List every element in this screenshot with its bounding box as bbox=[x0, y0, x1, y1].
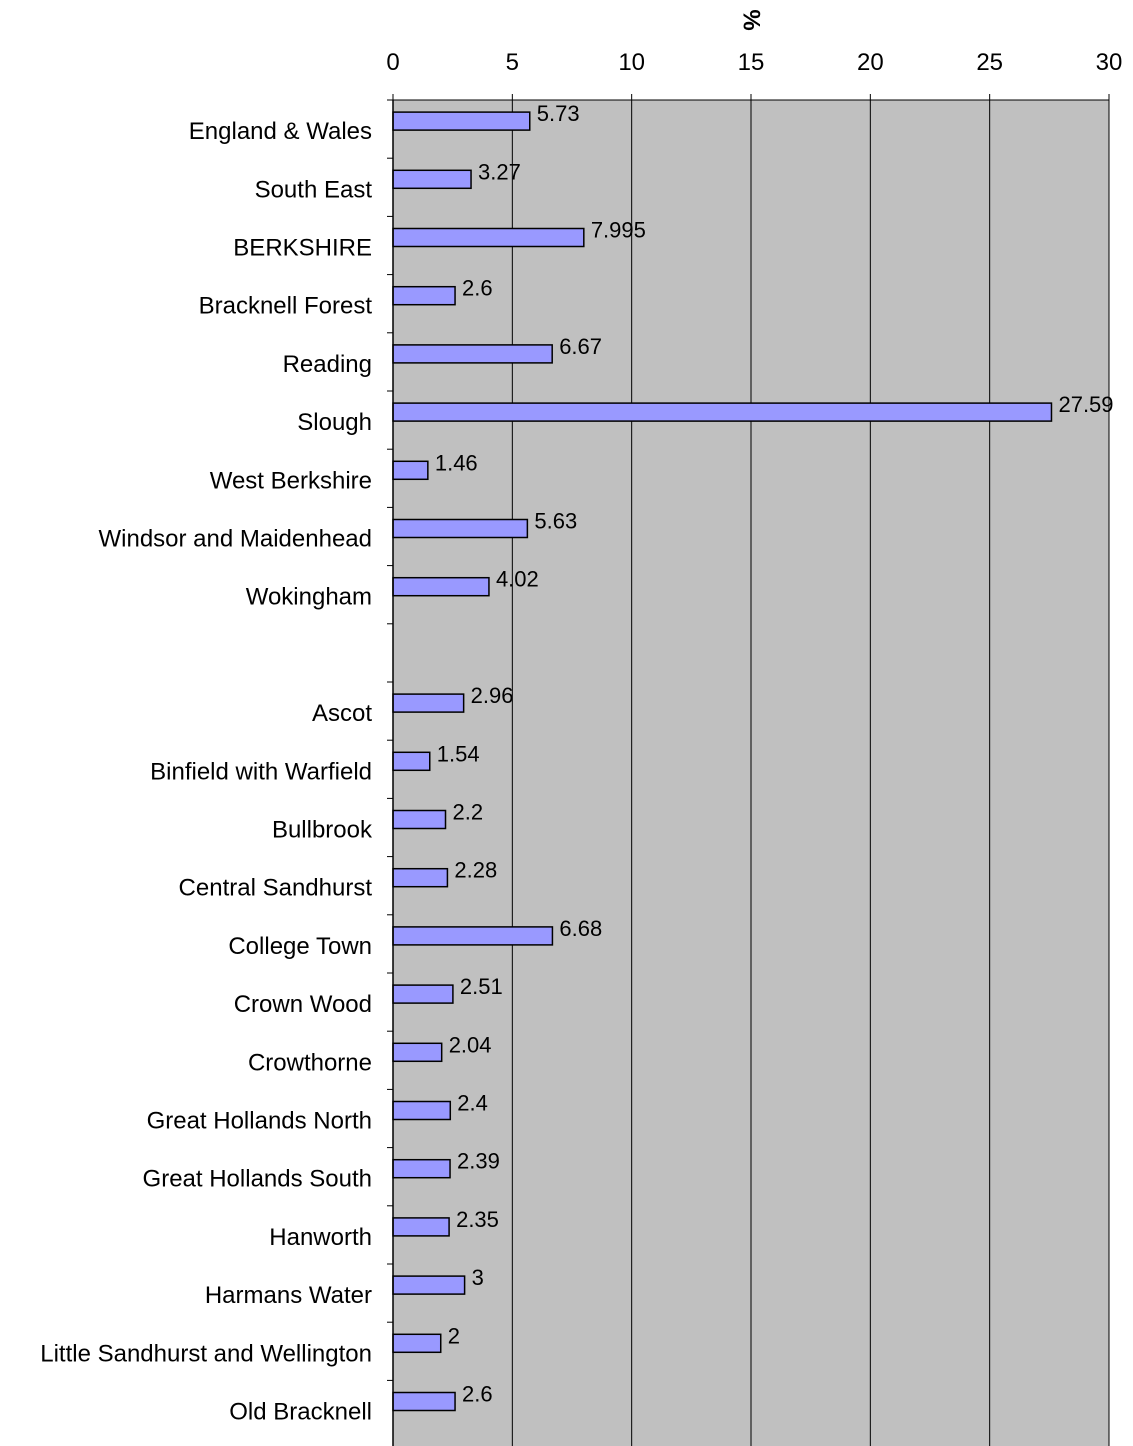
category-label: Great Hollands North bbox=[147, 1108, 372, 1135]
data-label: 27.59 bbox=[1058, 392, 1113, 417]
data-label: 2.6 bbox=[462, 276, 493, 301]
category-labels: England & Wales South East BERKSHIRE Brackn… bbox=[40, 118, 373, 1425]
bar bbox=[392, 1391, 456, 1412]
data-label: 5.73 bbox=[537, 101, 580, 126]
category-label: West Berkshire bbox=[210, 467, 372, 494]
category-label: South East bbox=[255, 176, 373, 203]
data-label: 2.04 bbox=[449, 1032, 492, 1057]
category-label: BERKSHIRE bbox=[233, 235, 372, 262]
x-tick-label: 0 bbox=[386, 49, 399, 76]
bar bbox=[392, 344, 553, 364]
category-label: Old Bracknell bbox=[229, 1399, 372, 1426]
bar bbox=[392, 227, 585, 248]
bar bbox=[392, 518, 529, 539]
category-label: Bullbrook bbox=[272, 817, 373, 844]
x-tick-label: 30 bbox=[1096, 49, 1123, 76]
category-label: Great Hollands South bbox=[143, 1166, 372, 1193]
x-tick-label: 25 bbox=[976, 49, 1003, 76]
x-tick-label: 20 bbox=[857, 49, 884, 76]
gridlines bbox=[511, 100, 1110, 1446]
data-label: 2 bbox=[448, 1323, 460, 1348]
x-tick-label: 10 bbox=[618, 49, 645, 76]
data-label: 2.28 bbox=[454, 858, 497, 883]
bars bbox=[387, 99, 1053, 1412]
bar bbox=[392, 402, 1053, 422]
data-label: 1.46 bbox=[435, 450, 478, 475]
bar bbox=[392, 751, 431, 772]
data-label: 2.6 bbox=[462, 1382, 493, 1407]
data-label: 3 bbox=[472, 1265, 484, 1290]
bar bbox=[392, 576, 490, 597]
data-label: 1.54 bbox=[437, 741, 480, 766]
data-label: 7.995 bbox=[591, 218, 646, 243]
bar bbox=[392, 809, 447, 830]
category-label: Harmans Water bbox=[205, 1282, 372, 1309]
category-label: Wokingham bbox=[246, 584, 372, 611]
bar bbox=[392, 1100, 452, 1121]
data-label: 2.35 bbox=[456, 1207, 499, 1232]
data-label: 2.4 bbox=[457, 1091, 488, 1116]
data-label: 2.39 bbox=[457, 1149, 500, 1174]
bar bbox=[392, 693, 465, 713]
bar bbox=[392, 460, 429, 481]
bar bbox=[392, 169, 472, 190]
category-label: College Town bbox=[228, 933, 372, 960]
bar bbox=[392, 1217, 450, 1237]
bar bbox=[392, 1042, 443, 1063]
bar bbox=[392, 867, 449, 888]
data-label: 6.68 bbox=[559, 916, 602, 941]
category-label: Crowthorne bbox=[248, 1049, 372, 1076]
data-labels: 5.73 3.27 7.995 2.6 6.67 27.59 1.46 5.63 4.02 2.9… bbox=[435, 101, 1114, 1406]
data-label: 2.96 bbox=[471, 683, 514, 708]
data-label: 2.51 bbox=[460, 974, 503, 999]
category-label: Binfield with Warfield bbox=[150, 758, 372, 785]
category-label: Slough bbox=[297, 409, 372, 436]
category-label: Reading bbox=[283, 351, 372, 378]
bar bbox=[392, 926, 554, 946]
bar bbox=[392, 1275, 466, 1295]
x-tick-label: 5 bbox=[506, 49, 519, 76]
category-label: Hanworth bbox=[269, 1224, 372, 1251]
x-tick-label: 15 bbox=[738, 49, 765, 76]
x-axis-ticks: 0 5 10 15 20 25 30 bbox=[386, 49, 1123, 101]
category-label: Bracknell Forest bbox=[199, 293, 373, 320]
category-label: England & Wales bbox=[189, 118, 372, 145]
data-label: 4.02 bbox=[496, 567, 539, 592]
bar bbox=[392, 984, 454, 1004]
x-axis-title: % bbox=[738, 9, 765, 30]
bar bbox=[392, 285, 456, 306]
data-label: 3.27 bbox=[478, 159, 521, 184]
category-label: Crown Wood bbox=[234, 991, 372, 1018]
bar bbox=[392, 1158, 451, 1179]
category-label: Windsor and Maidenhead bbox=[98, 526, 372, 553]
category-label: Central Sandhurst bbox=[179, 875, 373, 902]
bar bbox=[392, 1333, 442, 1354]
bar bbox=[392, 111, 531, 131]
category-label: Ascot bbox=[312, 700, 372, 727]
data-label: 5.63 bbox=[534, 509, 577, 534]
data-label: 2.2 bbox=[453, 800, 484, 825]
data-label: 6.67 bbox=[559, 334, 602, 359]
category-label: Little Sandhurst and Wellington bbox=[40, 1340, 372, 1367]
